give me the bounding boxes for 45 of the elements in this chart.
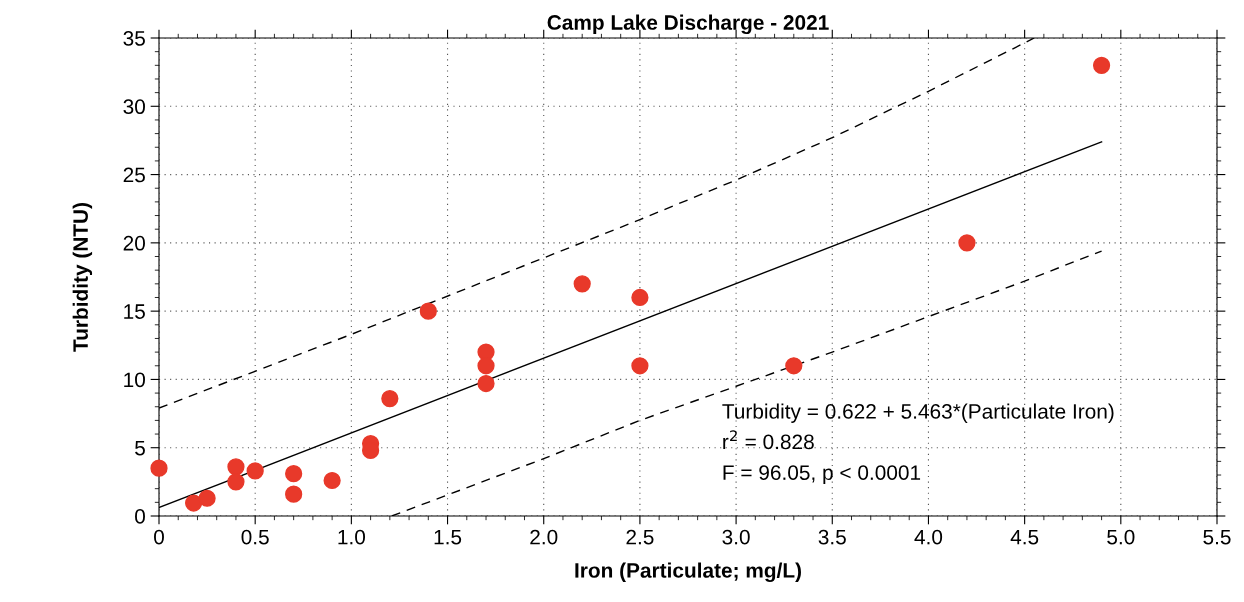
x-tick-label: 3.0: [722, 529, 750, 545]
x-tick-label: 1.5: [434, 529, 462, 545]
y-axis-title: Turbidity (NTU): [72, 203, 93, 352]
y-tick-label: 25: [123, 167, 145, 183]
annotation: F = 96.05, p < 0.0001: [723, 465, 921, 485]
y-tick-label: 10: [124, 372, 145, 388]
point: [246, 462, 264, 480]
point: [227, 473, 245, 491]
x-tick-label: 1.0: [338, 529, 366, 545]
point: [381, 389, 399, 408]
x-tick-label: 5.5: [1203, 529, 1231, 545]
point: [631, 288, 649, 307]
point: [477, 374, 495, 393]
y-tick-label: 0: [135, 509, 145, 524]
chart-title: Camp Lake Discharge - 2021: [547, 14, 829, 35]
point: [323, 471, 341, 490]
point: [419, 302, 437, 320]
point: [285, 465, 303, 483]
point: [150, 459, 168, 477]
x-tick-label: 3.5: [818, 529, 846, 545]
point: [185, 494, 203, 512]
point: [573, 275, 591, 293]
point: [1092, 56, 1111, 74]
point: [631, 357, 649, 375]
y-tick-label: 15: [124, 304, 145, 319]
point: [285, 485, 303, 503]
x-tick-label: 0: [154, 529, 164, 545]
y-tick-label: 30: [123, 99, 145, 115]
annotation: r$^{2}$ = 0.828: [723, 430, 814, 450]
point: [227, 458, 245, 476]
x-tick-label: 2.0: [530, 529, 558, 545]
y-tick-label: 35: [123, 31, 145, 46]
x-axis-title: Iron (Particulate; mg/L): [575, 562, 801, 583]
point: [958, 234, 976, 252]
annotation: Turbidity = 0.622 + 5.463*(Particulate Iron): [722, 403, 1114, 423]
x-tick-label: 2.5: [626, 529, 654, 545]
y-tick-label: 20: [123, 235, 145, 251]
point: [785, 357, 803, 375]
y-tick-label: 5: [135, 440, 145, 456]
point: [477, 357, 495, 375]
x-tick-label: 4.0: [914, 529, 943, 545]
x-tick-label: 4.5: [1010, 529, 1039, 545]
x-tick-label: 0.5: [241, 529, 269, 545]
x-tick-label: 5.0: [1107, 529, 1135, 545]
point: [198, 489, 216, 507]
